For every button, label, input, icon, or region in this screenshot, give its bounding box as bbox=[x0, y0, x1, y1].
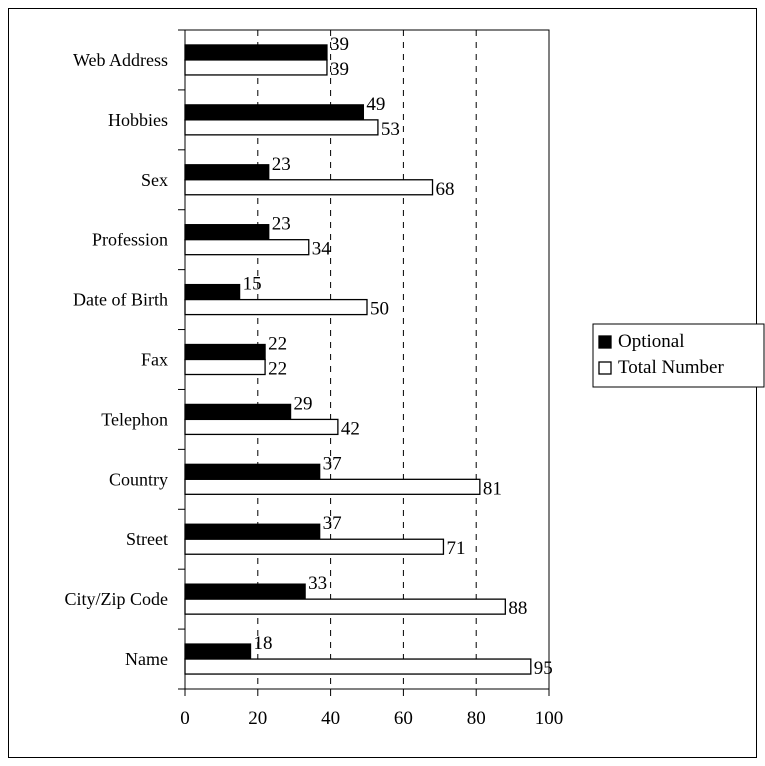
data-label: 18 bbox=[254, 633, 273, 654]
data-label: 53 bbox=[381, 119, 400, 140]
category-label: Fax bbox=[141, 350, 168, 370]
legend-label: Optional bbox=[618, 331, 685, 352]
data-label: 37 bbox=[323, 513, 342, 534]
data-label: 39 bbox=[330, 59, 349, 80]
data-label: 95 bbox=[534, 658, 553, 679]
data-label: 15 bbox=[243, 274, 262, 295]
category-label: Web Address bbox=[73, 50, 168, 70]
data-label: 42 bbox=[341, 418, 360, 439]
data-label: 34 bbox=[312, 239, 332, 260]
category-label: Telephon bbox=[101, 409, 168, 429]
data-label: 23 bbox=[272, 154, 291, 175]
category-label: Sex bbox=[141, 170, 168, 190]
data-label: 49 bbox=[366, 94, 385, 115]
bar-total-number bbox=[184, 59, 328, 76]
bar-optional bbox=[184, 283, 241, 301]
data-label: 23 bbox=[272, 214, 291, 235]
bar-total-number bbox=[184, 418, 339, 436]
x-tick-label: 20 bbox=[248, 708, 267, 729]
data-label: 71 bbox=[446, 538, 465, 559]
bar-optional bbox=[184, 583, 306, 600]
x-tick-label: 40 bbox=[321, 708, 340, 729]
legend-swatch bbox=[598, 361, 612, 375]
bar-optional bbox=[184, 403, 292, 421]
bar-optional bbox=[184, 343, 266, 361]
x-tick-label: 100 bbox=[535, 708, 564, 729]
bar-total-number bbox=[184, 658, 532, 675]
category-label: Profession bbox=[92, 230, 168, 250]
data-label: 88 bbox=[508, 598, 527, 619]
category-label: Date of Birth bbox=[73, 290, 168, 310]
bar-optional bbox=[184, 523, 321, 540]
data-label: 37 bbox=[323, 453, 342, 474]
data-label: 81 bbox=[483, 478, 502, 499]
bar-optional bbox=[184, 643, 252, 660]
bar-total-number bbox=[184, 298, 368, 316]
bar-total-number bbox=[184, 239, 310, 256]
bar-total-number bbox=[184, 478, 481, 495]
bar-optional bbox=[184, 164, 270, 181]
data-label: 22 bbox=[268, 334, 287, 355]
data-label: 68 bbox=[436, 179, 455, 200]
data-label: 50 bbox=[370, 299, 389, 320]
bar-optional bbox=[184, 463, 321, 480]
bar-total-number bbox=[184, 538, 445, 555]
bar-optional bbox=[184, 44, 328, 61]
category-label: Street bbox=[126, 529, 168, 549]
bar-optional bbox=[184, 104, 365, 121]
data-label: 33 bbox=[308, 573, 327, 594]
data-label: 39 bbox=[330, 34, 349, 55]
legend-swatch bbox=[598, 335, 612, 349]
bar-total-number bbox=[184, 179, 434, 196]
data-label: 29 bbox=[294, 393, 313, 414]
legend-box bbox=[592, 323, 765, 388]
bar-optional bbox=[184, 224, 270, 241]
category-label: City/Zip Code bbox=[65, 589, 169, 609]
x-tick-label: 80 bbox=[467, 708, 486, 729]
x-tick-label: 60 bbox=[394, 708, 413, 729]
x-tick-label: 0 bbox=[180, 708, 190, 729]
legend-label: Total Number bbox=[618, 357, 724, 378]
data-label: 22 bbox=[268, 359, 287, 380]
category-label: Name bbox=[125, 649, 168, 669]
category-label: Hobbies bbox=[108, 110, 168, 130]
bar-total-number bbox=[184, 358, 266, 376]
category-label: Country bbox=[109, 469, 168, 489]
bar-total-number bbox=[184, 598, 506, 615]
bar-total-number bbox=[184, 119, 379, 136]
